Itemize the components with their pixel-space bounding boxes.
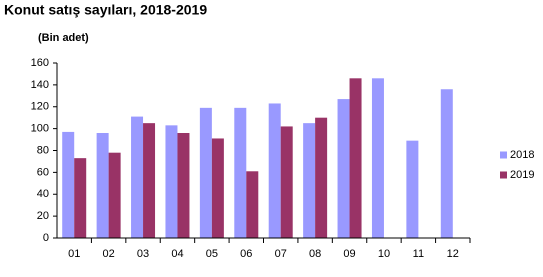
y-tick-label: 160 (31, 57, 49, 69)
bar (268, 103, 281, 238)
bar (280, 126, 293, 238)
y-tick-label: 100 (31, 123, 49, 135)
x-tick-label: 06 (240, 248, 252, 260)
legend-label: 2019 (510, 169, 534, 181)
x-tick-label: 09 (343, 248, 355, 260)
legend-swatch (500, 151, 507, 159)
bar (165, 125, 178, 238)
bar (143, 123, 156, 238)
bar (337, 99, 350, 238)
x-tick-label: 01 (68, 248, 80, 260)
y-tick-label: 60 (37, 166, 49, 178)
x-tick-label: 11 (413, 248, 424, 260)
bar (303, 123, 316, 238)
bar (74, 158, 87, 238)
legend-label: 2018 (510, 149, 534, 161)
bar (62, 131, 75, 238)
x-tick-label: 02 (103, 248, 115, 260)
bar (177, 133, 190, 238)
bar (131, 116, 144, 238)
x-tick-label: 08 (309, 248, 321, 260)
bar (108, 152, 121, 238)
bar (315, 117, 328, 238)
bar (406, 140, 419, 238)
x-tick-label: 03 (137, 248, 149, 260)
bar (234, 107, 247, 238)
y-tick-label: 120 (31, 101, 49, 113)
y-tick-label: 140 (31, 79, 49, 91)
bar (349, 78, 362, 238)
x-tick-label: 10 (378, 248, 390, 260)
x-tick-label: 12 (447, 248, 459, 260)
bar (440, 89, 453, 238)
y-tick-label: 20 (37, 210, 49, 222)
x-tick-label: 05 (206, 248, 218, 260)
y-axis-label: (Bin adet) (38, 32, 89, 44)
bar (246, 171, 259, 238)
x-tick-label: 04 (171, 248, 183, 260)
bar (211, 138, 224, 238)
y-tick-label: 0 (43, 232, 49, 244)
legend-swatch (500, 171, 507, 179)
bar (199, 107, 212, 238)
y-tick-label: 40 (37, 188, 49, 200)
chart-title: Konut satış sayıları, 2018-2019 (4, 2, 207, 18)
bar (371, 78, 384, 238)
y-tick-label: 80 (37, 144, 49, 156)
bar (96, 133, 109, 238)
x-tick-label: 07 (275, 248, 287, 260)
